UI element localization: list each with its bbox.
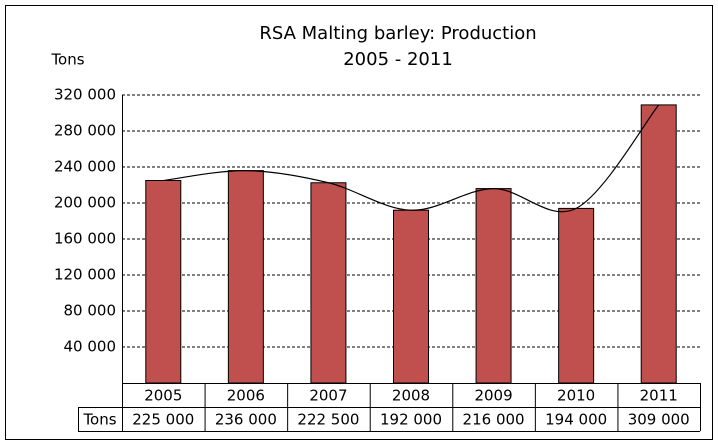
y-tick-label: 120 000 — [54, 266, 116, 284]
x-tick-label: 2006 — [227, 387, 265, 405]
bar — [640, 104, 677, 384]
y-tick-label: 160 000 — [54, 230, 116, 248]
y-tick-label: 80 000 — [64, 302, 117, 320]
table-value: 309 000 — [628, 411, 690, 429]
y-tick-label: 280 000 — [54, 122, 116, 140]
chart-border — [5, 5, 713, 440]
y-tick-label: 240 000 — [54, 158, 116, 176]
bar — [558, 207, 595, 384]
x-tick-label: 2009 — [474, 387, 512, 405]
bar — [310, 182, 347, 384]
x-tick-label: 2011 — [640, 387, 678, 405]
bar — [145, 180, 182, 384]
table-value: 236 000 — [215, 411, 277, 429]
table-row-header: Tons — [82, 411, 116, 429]
y-tick-label: 200 000 — [54, 194, 116, 212]
chart-subtitle: 2005 - 2011 — [343, 49, 453, 70]
chart-title: RSA Malting barley: Production — [259, 23, 536, 44]
bar — [475, 188, 512, 384]
table-value: 216 000 — [463, 411, 525, 429]
bar — [393, 209, 429, 384]
y-tick-label: 320 000 — [54, 86, 116, 104]
x-tick-label: 2005 — [144, 387, 182, 405]
y-tick-label: 40 000 — [64, 338, 117, 356]
table-value: 225 000 — [132, 411, 194, 429]
y-axis-label: Tons — [50, 51, 84, 69]
x-tick-label: 2007 — [309, 387, 347, 405]
table-value: 192 000 — [380, 411, 442, 429]
x-tick-label: 2010 — [557, 387, 595, 405]
trend-line — [163, 104, 660, 213]
table-value: 222 500 — [297, 411, 359, 429]
x-tick-label: 2008 — [392, 387, 430, 405]
table-value: 194 000 — [545, 411, 607, 429]
bar — [227, 170, 264, 384]
